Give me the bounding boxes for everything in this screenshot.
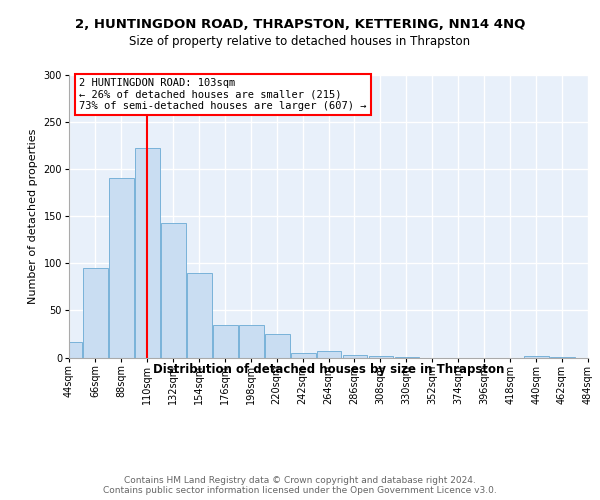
Bar [187,273,212,357]
Bar [343,354,367,358]
Y-axis label: Number of detached properties: Number of detached properties [28,128,38,304]
Text: Size of property relative to detached houses in Thrapston: Size of property relative to detached ho… [130,35,470,48]
Bar [109,178,134,358]
Bar [368,356,394,358]
Text: 2, HUNTINGDON ROAD, THRAPSTON, KETTERING, NN14 4NQ: 2, HUNTINGDON ROAD, THRAPSTON, KETTERING… [75,18,525,30]
Text: Distribution of detached houses by size in Thrapston: Distribution of detached houses by size … [153,362,505,376]
Bar [550,356,575,358]
Bar [395,356,419,358]
Bar [83,268,108,358]
Text: 2 HUNTINGDON ROAD: 103sqm
← 26% of detached houses are smaller (215)
73% of semi: 2 HUNTINGDON ROAD: 103sqm ← 26% of detac… [79,78,367,111]
Text: Contains HM Land Registry data © Crown copyright and database right 2024.
Contai: Contains HM Land Registry data © Crown c… [103,476,497,495]
Bar [57,342,82,357]
Bar [524,356,549,358]
Bar [213,326,238,358]
Bar [135,148,160,358]
Bar [239,326,263,358]
Bar [161,223,186,358]
Bar [317,351,341,358]
Bar [265,334,290,357]
Bar [291,353,316,358]
